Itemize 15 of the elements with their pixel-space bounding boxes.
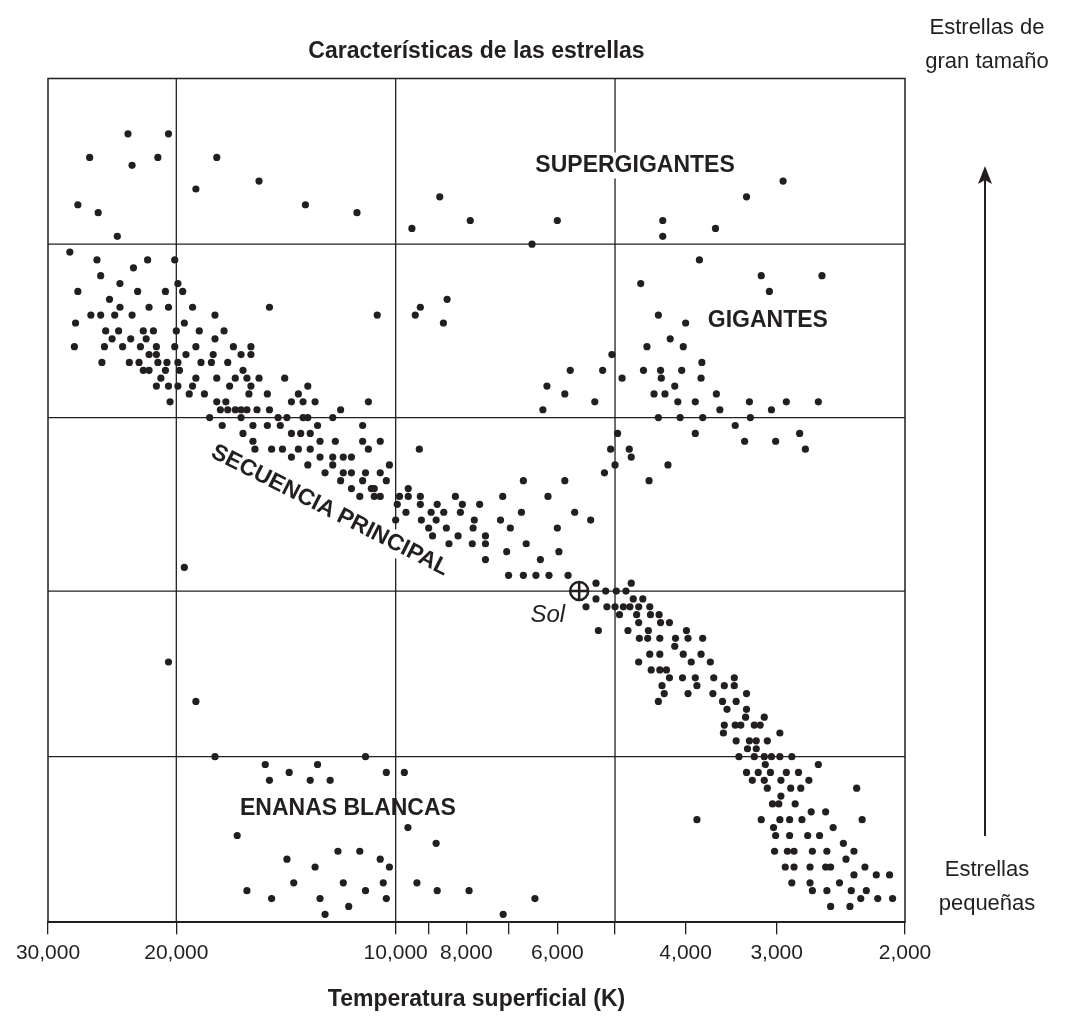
chart-title: Características de las estrellas <box>308 37 645 64</box>
annotation: GIGANTES <box>707 306 828 333</box>
x-tick-label: 10,000 <box>363 939 428 963</box>
x-axis-title: Temperatura superficial (K) <box>327 984 626 1011</box>
x-tick-label: 30,000 <box>15 939 81 963</box>
x-tick-label: 6,000 <box>531 939 584 963</box>
x-tick-label: 8,000 <box>440 939 493 963</box>
series-label: Sol <box>530 599 566 627</box>
annotation: SUPERGIGANTES <box>535 150 735 177</box>
x-tick-label: 4,000 <box>659 939 712 963</box>
x-tick-label: 20,000 <box>144 939 209 963</box>
text: Estrellas de gran tamaño <box>924 13 1050 75</box>
text: Estrellas pequeñas <box>937 855 1037 917</box>
x-tick-label: 3,000 <box>750 939 803 963</box>
x-tick-label: 2,000 <box>878 939 932 963</box>
